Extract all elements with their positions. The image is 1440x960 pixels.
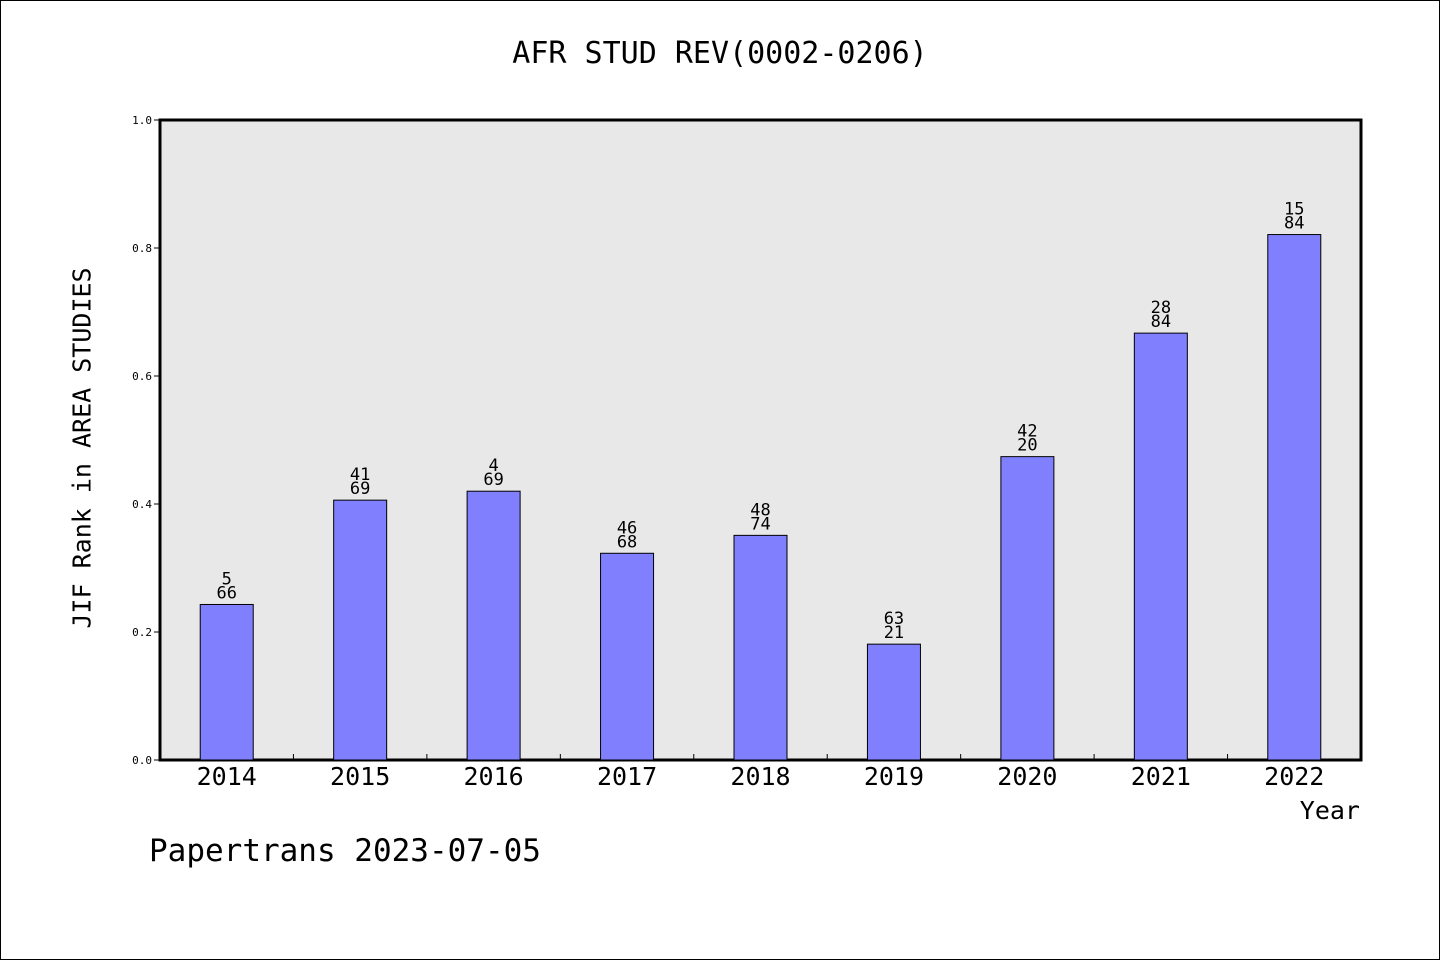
- x-tick-label: 2017: [597, 762, 657, 791]
- bar-label-top: 42: [1017, 422, 1037, 442]
- ticks-group: [154, 119, 1229, 761]
- bar-label-top: 48: [750, 500, 770, 520]
- bars-group: [199, 234, 1322, 761]
- x-tick-label: 2020: [997, 762, 1057, 791]
- labels-group: 0.00.20.40.60.81.02014566201541692016469…: [132, 114, 1324, 791]
- bar-label-top: 4: [488, 456, 498, 476]
- bar-2017: [600, 552, 655, 761]
- x-tick-label: 2021: [1131, 762, 1191, 791]
- bar-2020: [1000, 456, 1055, 761]
- y-tick-label: 0.6: [132, 370, 152, 383]
- bar-label-bottom: 69: [350, 479, 370, 499]
- bar-2015: [333, 499, 388, 761]
- bar-2016: [466, 490, 521, 761]
- y-tick-label: 0.0: [132, 754, 152, 767]
- x-tick-label: 2022: [1264, 762, 1324, 791]
- bar-label-bottom: 84: [1151, 312, 1171, 332]
- bar-label-bottom: 66: [216, 583, 236, 603]
- x-tick-label: 2016: [464, 762, 524, 791]
- y-tick-label: 0.8: [132, 242, 152, 255]
- bar-2021: [1133, 332, 1188, 761]
- bar-2014: [199, 603, 254, 761]
- footer-text: Papertrans 2023-07-05: [149, 833, 541, 869]
- bar-label-top: 41: [350, 465, 370, 485]
- bar-label-bottom: 74: [750, 514, 770, 534]
- bar-label-bottom: 68: [617, 532, 637, 552]
- bar-label-top: 15: [1284, 200, 1304, 220]
- bar-label-bottom: 20: [1017, 436, 1037, 456]
- x-tick-label: 2019: [864, 762, 924, 791]
- y-axis-label: JIF Rank in AREA STUDIES: [67, 267, 97, 629]
- y-tick-label: 1.0: [132, 114, 152, 127]
- bar-2022: [1267, 234, 1322, 761]
- x-tick-label: 2015: [330, 762, 390, 791]
- x-tick-label: 2018: [730, 762, 790, 791]
- x-tick-label: 2014: [197, 762, 257, 791]
- bar-label-top: 28: [1151, 298, 1171, 318]
- y-tick-label: 0.4: [132, 498, 152, 511]
- chart-title: AFR STUD REV(0002-0206): [512, 36, 928, 71]
- bar-label-bottom: 84: [1284, 214, 1304, 234]
- bar-label-bottom: 69: [483, 470, 503, 490]
- bar-label-top: 5: [222, 569, 232, 589]
- bar-label-top: 46: [617, 518, 637, 538]
- bar-2019: [866, 643, 921, 761]
- x-axis-label: Year: [1299, 796, 1360, 825]
- bar-label-bottom: 21: [884, 623, 904, 643]
- bar-label-top: 63: [884, 609, 904, 629]
- y-tick-label: 0.2: [132, 626, 152, 639]
- bar-2018: [733, 534, 788, 761]
